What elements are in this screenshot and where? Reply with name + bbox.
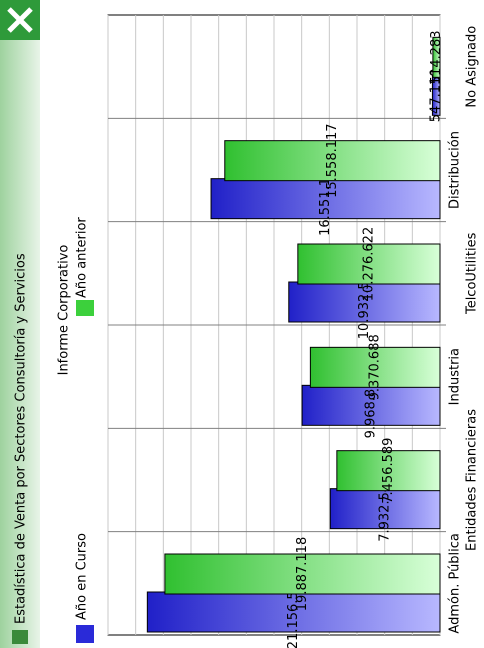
chart-title: Estadística de Venta por Sectores Consul… <box>14 253 29 624</box>
x-tick-label: Industria <box>448 348 463 405</box>
data-label: 9.968.817 <box>364 372 379 438</box>
close-icon <box>7 7 33 33</box>
data-label: 7.932.542 <box>378 476 393 542</box>
data-label: 9.370.688 <box>368 334 383 400</box>
bar <box>336 450 441 492</box>
data-label: 547.110 <box>429 68 444 122</box>
data-label: 15.558.117 <box>325 123 340 197</box>
bar <box>224 140 441 182</box>
data-label: 514.283 <box>429 30 444 84</box>
data-label: 7.456.589 <box>381 438 396 504</box>
app-icon <box>12 630 28 644</box>
data-label: 19.887.118 <box>295 537 310 611</box>
data-label: 10.276.622 <box>361 227 376 301</box>
legend-swatch <box>76 625 94 643</box>
legend-label: Año en Curso <box>75 533 90 620</box>
x-tick-label: Entidades Financieras <box>465 409 480 551</box>
bar <box>164 553 441 595</box>
x-tick-label: TelcoUtilities <box>465 232 480 315</box>
bar <box>432 36 441 78</box>
x-tick-label: No Asignado <box>465 26 480 108</box>
legend-swatch <box>76 300 94 316</box>
title-bar <box>0 40 40 648</box>
chart-subtitle: Informe Corporativo <box>57 245 72 376</box>
legend-label: Año anterior <box>75 217 90 298</box>
x-tick-label: Admón. Pública <box>448 533 463 633</box>
bar <box>297 243 441 285</box>
bar <box>309 346 441 388</box>
x-tick-label: Distribución <box>448 131 463 209</box>
